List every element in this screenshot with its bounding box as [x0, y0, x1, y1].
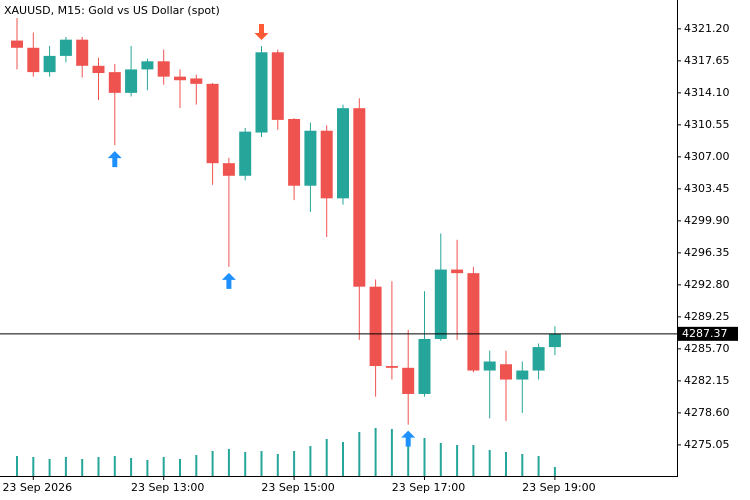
candle-body: [385, 366, 398, 368]
candle-body: [500, 364, 512, 380]
buy-arrow: [221, 272, 236, 289]
current-price-label: 4287.37: [682, 327, 728, 340]
y-tick-label: 4307.00: [684, 150, 730, 163]
y-tick-label: 4282.15: [684, 374, 730, 387]
x-tick-label: 23 Sep 15:00: [261, 481, 334, 494]
y-tick-label: 4278.60: [684, 406, 730, 419]
y-tick-label: 4299.90: [684, 214, 730, 227]
y-tick-label: 4296.35: [684, 246, 730, 259]
candle-body: [402, 367, 415, 394]
x-tick-label: 23 Sep 17:00: [392, 481, 465, 494]
candle-body: [353, 108, 366, 287]
candle-body: [255, 52, 268, 133]
candle-body: [206, 83, 219, 164]
y-tick-label: 4317.65: [684, 54, 730, 67]
x-tick-label: 23 Sep 13:00: [131, 481, 204, 494]
y-tick-label: 4275.05: [684, 438, 730, 451]
chart-title: XAUUSD, M15: Gold vs US Dollar (spot): [4, 4, 220, 17]
candle-body: [43, 55, 56, 73]
candle-body: [222, 163, 235, 176]
candle-body: [451, 269, 464, 274]
candle-body: [337, 108, 349, 199]
candle-body: [548, 333, 561, 348]
candle-body: [418, 338, 431, 394]
candle-body: [239, 131, 252, 176]
candle-body: [516, 370, 529, 380]
candle-body: [369, 286, 382, 367]
x-tick-label: 23 Sep 2026: [2, 481, 72, 494]
candle-body: [304, 130, 317, 186]
candle-body: [532, 347, 545, 371]
candle-body: [157, 61, 170, 77]
y-tick-label: 4285.70: [684, 342, 730, 355]
candle-body: [11, 40, 23, 48]
candle-body: [434, 269, 447, 339]
candle-body: [483, 361, 496, 371]
current-price-box: [678, 326, 738, 341]
candle-body: [467, 273, 480, 371]
candle-body: [288, 119, 301, 186]
candle-body: [59, 39, 72, 56]
candle-body: [320, 130, 333, 199]
candle-body: [76, 39, 89, 66]
buy-arrow: [401, 430, 416, 447]
y-tick-label: 4303.45: [684, 182, 730, 195]
y-tick-label: 4289.25: [684, 310, 730, 323]
y-tick-label: 4321.20: [684, 22, 730, 35]
candle-body: [190, 78, 203, 84]
y-tick-label: 4314.10: [684, 86, 730, 99]
candle-body: [125, 69, 138, 93]
candle-body: [141, 61, 154, 70]
candle-body: [108, 72, 121, 93]
candle-body: [92, 65, 105, 74]
x-tick-label: 23 Sep 19:00: [522, 481, 595, 494]
buy-arrow: [107, 151, 122, 168]
sell-arrow: [254, 23, 269, 40]
candle-body: [27, 47, 40, 73]
y-tick-label: 4310.55: [684, 118, 730, 131]
candle-body: [174, 76, 186, 81]
candle-body: [271, 52, 284, 120]
y-tick-label: 4292.80: [684, 278, 730, 291]
